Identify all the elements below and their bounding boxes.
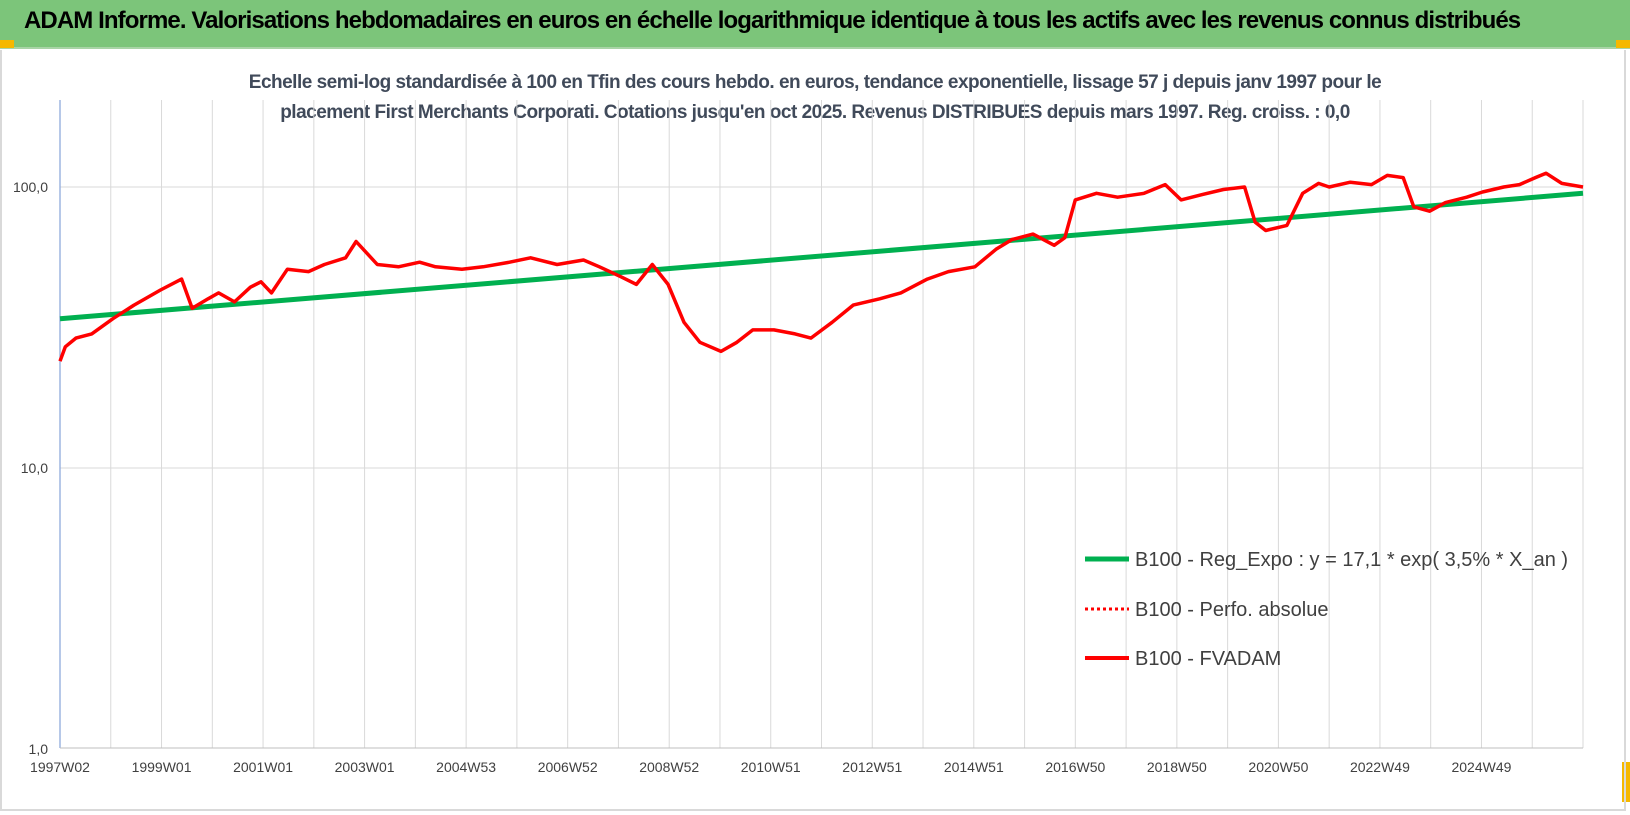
x-tick-label: 1997W02 xyxy=(30,759,90,775)
y-tick-label: 100,0 xyxy=(13,179,48,195)
corner-marker-left xyxy=(0,40,14,48)
x-tick-label: 2020W50 xyxy=(1248,759,1308,775)
x-tick-label: 2010W51 xyxy=(741,759,801,775)
report-banner: ADAM Informe. Valorisations hebdomadaire… xyxy=(0,0,1630,49)
legend-label: B100 - FVADAM xyxy=(1135,648,1281,670)
x-tick-label: 2004W53 xyxy=(436,759,496,775)
chart-title-line-2: placement First Merchants Corporati. Cot… xyxy=(280,102,1350,123)
x-tick-label: 2003W01 xyxy=(335,759,395,775)
x-tick-label: 2018W50 xyxy=(1147,759,1207,775)
x-tick-label: 2024W49 xyxy=(1451,759,1511,775)
corner-marker-right xyxy=(1616,40,1630,48)
x-tick-label: 2001W01 xyxy=(233,759,293,775)
report-title: ADAM Informe. Valorisations hebdomadaire… xyxy=(24,7,1521,34)
x-tick-label: 2022W49 xyxy=(1350,759,1410,775)
trend-line xyxy=(59,190,1584,322)
chart-frame xyxy=(0,50,1626,811)
y-tick-label: 1,0 xyxy=(29,741,49,757)
x-tick-label: 2014W51 xyxy=(944,759,1004,775)
x-tick-label: 2008W52 xyxy=(639,759,699,775)
x-tick-label: 2012W51 xyxy=(842,759,902,775)
x-tick-label: 2006W52 xyxy=(538,759,598,775)
x-tick-label: 1999W01 xyxy=(132,759,192,775)
legend-label: B100 - Perfo. absolue xyxy=(1135,599,1328,621)
chart-title-line-1: Echelle semi-log standardisée à 100 en T… xyxy=(248,72,1382,93)
corner-marker-bottom xyxy=(1622,762,1630,802)
fvadam-line xyxy=(58,171,1584,362)
x-tick-label: 2016W50 xyxy=(1045,759,1105,775)
y-tick-label: 10,0 xyxy=(21,460,48,476)
legend-label: B100 - Reg_Expo : y = 17,1 * exp( 3,5% *… xyxy=(1135,549,1568,571)
